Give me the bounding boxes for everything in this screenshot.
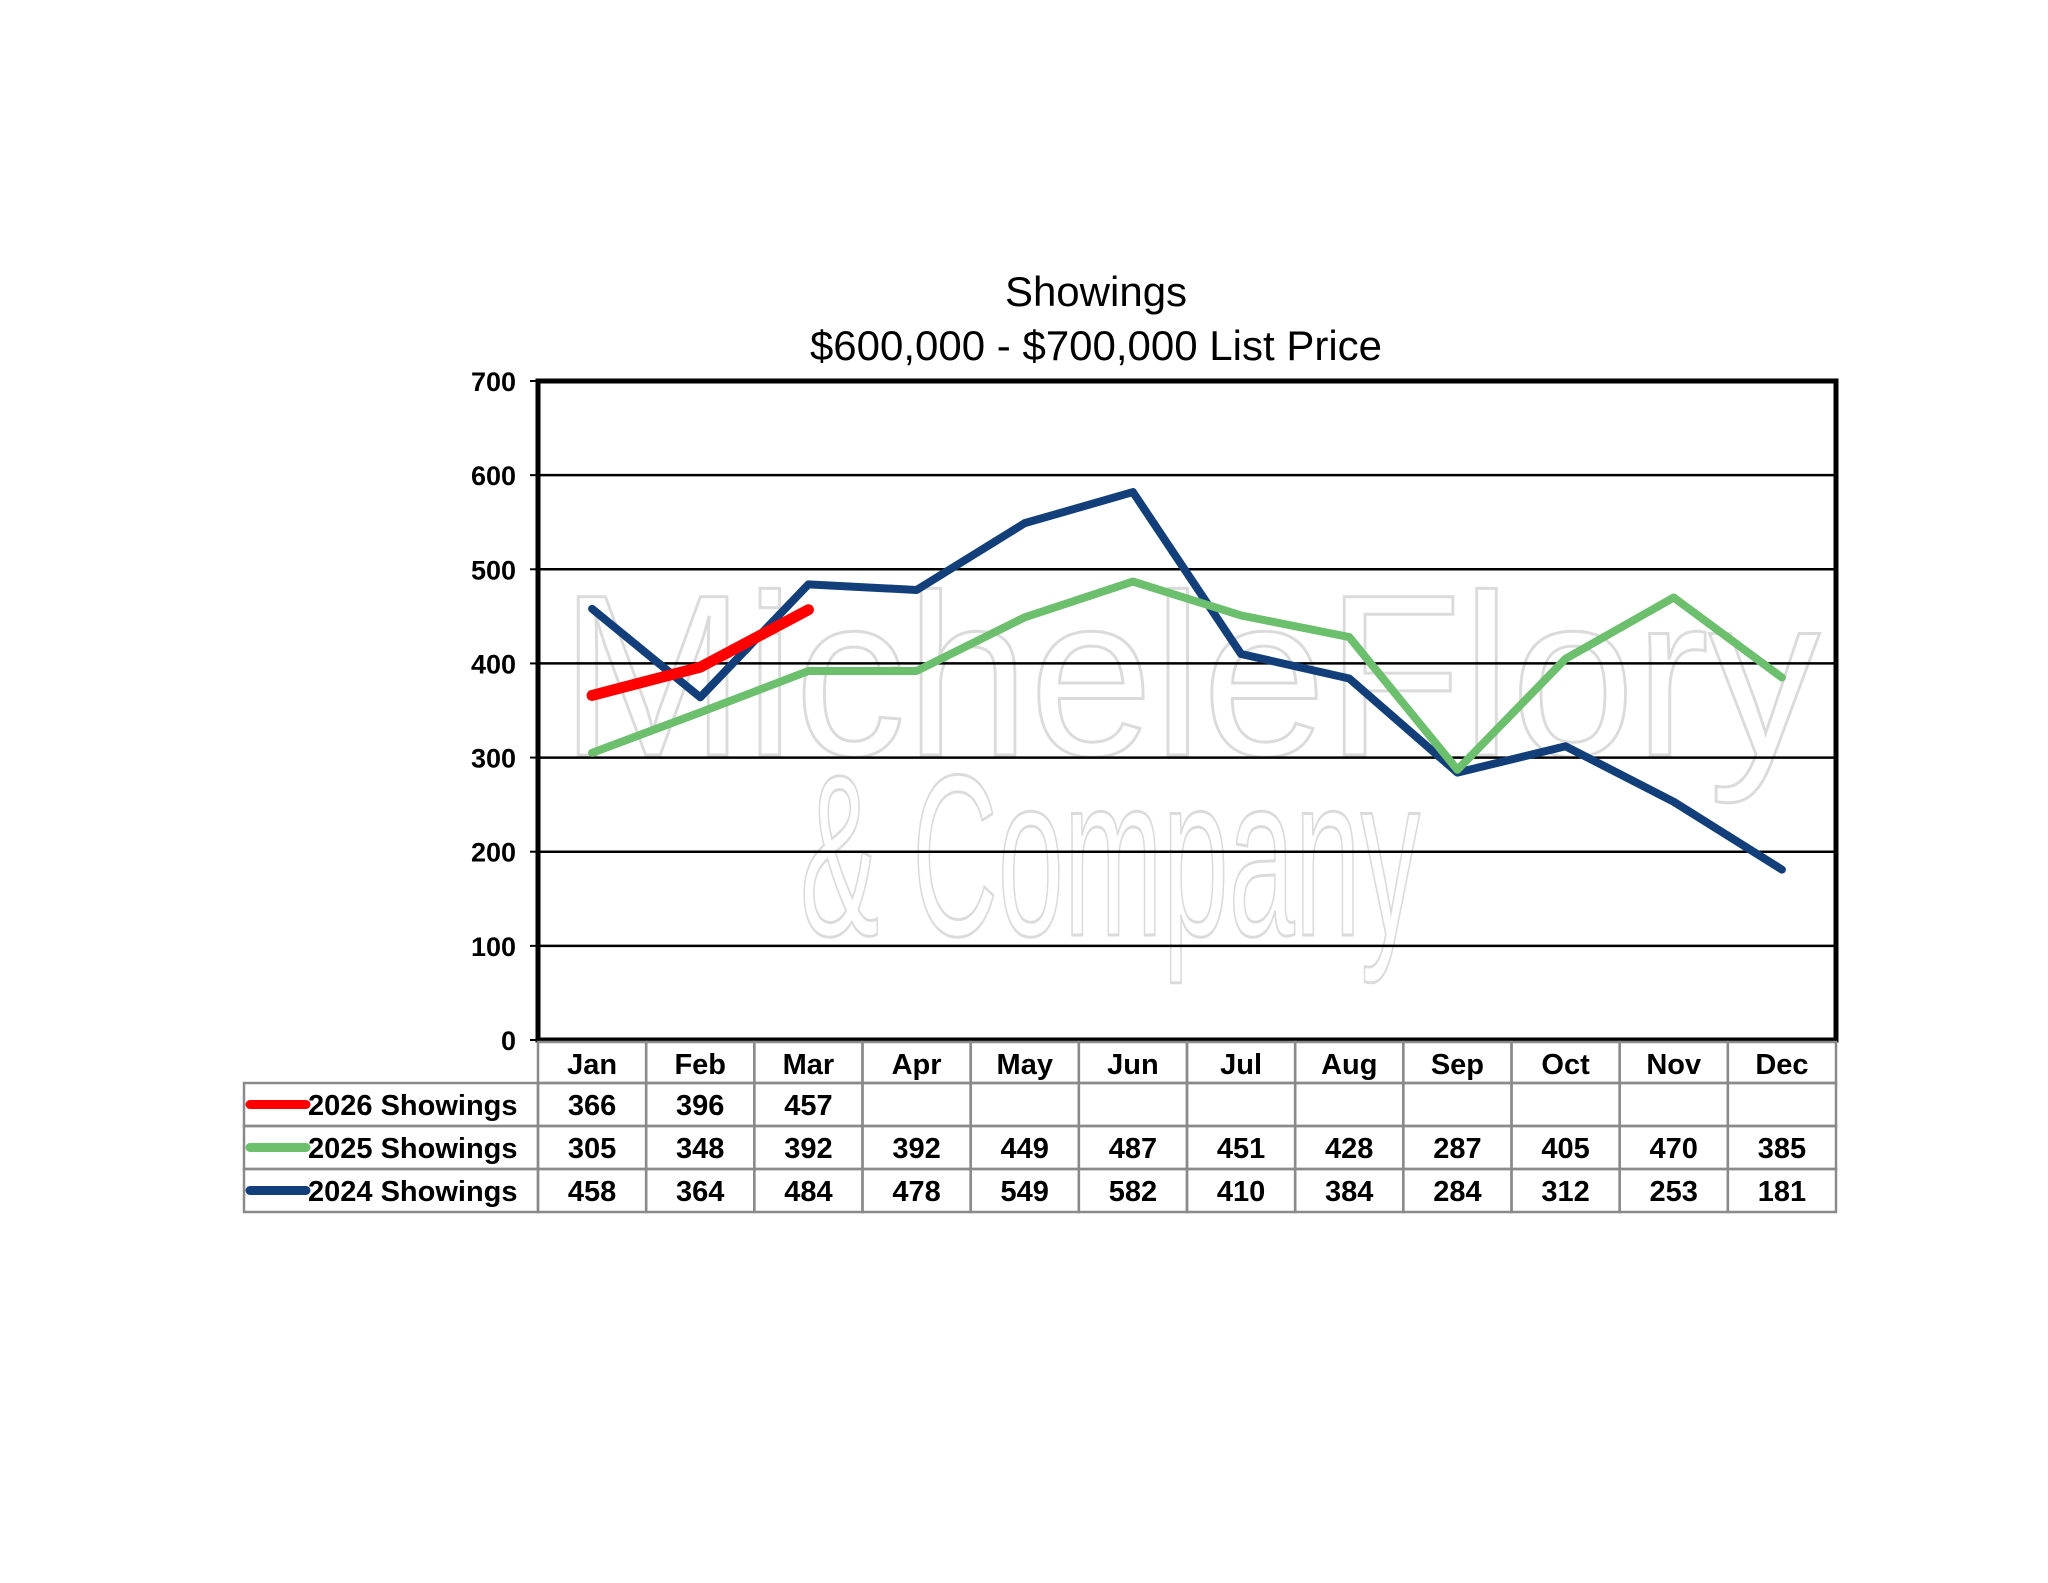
data-point: [699, 666, 702, 669]
data-point: [1672, 800, 1675, 803]
watermark-logo: MicheleFlory & Company: [559, 546, 1822, 986]
data-label: 410: [1217, 1176, 1265, 1208]
data-point: [1023, 616, 1026, 619]
data-label: 392: [784, 1133, 832, 1165]
x-tick-label: Sep: [1431, 1049, 1484, 1081]
data-label: 385: [1758, 1133, 1806, 1165]
data-label: 449: [1001, 1133, 1049, 1165]
data-label: 287: [1433, 1133, 1481, 1165]
legend-label: 2025 Showings: [308, 1133, 518, 1165]
y-tick-label: 200: [471, 838, 516, 868]
data-label: 396: [676, 1090, 724, 1122]
y-tick-label: 600: [471, 461, 516, 491]
table-cell: [969, 1081, 1081, 1128]
watermark-line1: MicheleFlory: [560, 547, 1820, 804]
table-cell: [1510, 1081, 1621, 1128]
data-point: [1023, 522, 1026, 525]
x-tick-label: Aug: [1321, 1049, 1377, 1081]
data-label: 484: [784, 1176, 832, 1208]
table-cell: [861, 1081, 972, 1128]
table-cell: [1726, 1081, 1838, 1128]
data-point: [915, 588, 918, 591]
x-tick-label: Feb: [674, 1049, 726, 1081]
y-tick-label: 400: [471, 649, 516, 679]
y-tick-label: 300: [471, 744, 516, 774]
data-label: 457: [784, 1090, 832, 1122]
data-point: [807, 583, 810, 586]
table-cell: [1618, 1081, 1730, 1128]
data-point: [1348, 677, 1351, 680]
data-label: 405: [1541, 1133, 1589, 1165]
series-line-2024: [588, 488, 1786, 874]
data-point: [915, 669, 918, 672]
data-point: [1456, 768, 1459, 771]
data-point: [1780, 676, 1783, 679]
y-tick-label: 500: [471, 555, 516, 585]
data-label: 181: [1758, 1176, 1806, 1208]
data-point: [1131, 580, 1134, 583]
data-label: 384: [1325, 1176, 1373, 1208]
data-label: 366: [568, 1090, 616, 1122]
x-tick-label: Mar: [783, 1049, 835, 1081]
watermark-line2: & Company: [800, 727, 1420, 984]
data-point: [1564, 745, 1567, 748]
x-tick-label: May: [997, 1049, 1053, 1081]
data-point: [699, 696, 702, 699]
data-label: 305: [568, 1133, 616, 1165]
x-tick-label: Nov: [1646, 1049, 1701, 1081]
chart-subtitle: $600,000 - $700,000 List Price: [810, 322, 1382, 369]
data-label: 478: [892, 1176, 940, 1208]
table-cell: [1726, 1167, 1838, 1214]
x-tick-label: Jul: [1220, 1049, 1262, 1081]
data-label: 458: [568, 1176, 616, 1208]
data-point: [1780, 868, 1783, 871]
table-cell: [1185, 1081, 1297, 1128]
plot-area: [535, 378, 1839, 1043]
data-label: 428: [1325, 1133, 1373, 1165]
data-label: 284: [1433, 1176, 1481, 1208]
data-point: [1348, 636, 1351, 639]
data-point: [1564, 657, 1567, 660]
data-point: [807, 608, 810, 611]
data-label: 487: [1109, 1133, 1157, 1165]
data-label: 470: [1650, 1133, 1698, 1165]
chart-title: Showings: [1005, 268, 1187, 315]
x-tick-label: Dec: [1755, 1049, 1808, 1081]
data-label: 253: [1650, 1176, 1698, 1208]
data-label: 392: [892, 1133, 940, 1165]
data-label: 312: [1541, 1176, 1589, 1208]
data-label: 364: [676, 1176, 724, 1208]
data-point: [1131, 491, 1134, 494]
series-line-2025: [588, 577, 1786, 774]
data-point: [1240, 653, 1243, 656]
data-label: 549: [1001, 1176, 1049, 1208]
y-tick-label: 0: [501, 1026, 516, 1056]
table-cell: [1402, 1081, 1513, 1128]
data-point: [591, 751, 594, 754]
y-tick-label: 100: [471, 932, 516, 962]
data-point: [807, 669, 810, 672]
x-tick-label: Oct: [1541, 1049, 1590, 1081]
data-label: 582: [1109, 1176, 1157, 1208]
data-point: [699, 711, 702, 714]
legend-label: 2024 Showings: [308, 1176, 518, 1208]
y-tick-label: 700: [471, 367, 516, 397]
legend-label: 2026 Showings: [308, 1090, 518, 1122]
data-point: [591, 694, 594, 697]
table-cell: [1077, 1081, 1189, 1128]
x-tick-label: Apr: [892, 1049, 942, 1081]
x-tick-label: Jun: [1107, 1049, 1159, 1081]
table-cell: [1293, 1081, 1405, 1128]
data-point: [1672, 596, 1675, 599]
x-tick-label: Jan: [567, 1049, 617, 1081]
data-label: 348: [676, 1133, 724, 1165]
data-point: [591, 607, 594, 610]
data-point: [1240, 614, 1243, 617]
data-label: 451: [1217, 1133, 1265, 1165]
